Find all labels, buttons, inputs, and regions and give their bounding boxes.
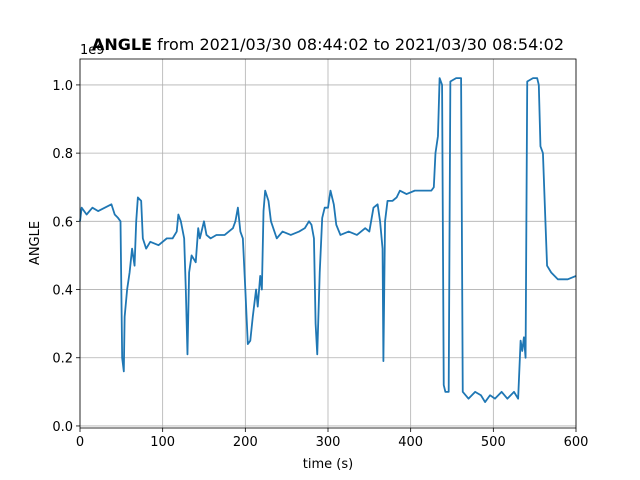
y-tick-label: 1.0 — [52, 79, 73, 94]
x-tick-label: 600 — [564, 435, 589, 450]
title-rest: from 2021/03/30 08:44:02 to 2021/03/30 0… — [152, 35, 564, 54]
x-tick-label: 400 — [398, 435, 423, 450]
y-tick-label: 0.4 — [52, 284, 73, 299]
data-line — [79, 77, 577, 403]
x-tick-label: 200 — [233, 435, 258, 450]
plot-frame — [79, 58, 577, 429]
y-tick-label: 0.0 — [52, 420, 73, 435]
x-tick-label: 100 — [150, 435, 175, 450]
x-axis-label: time (s) — [303, 457, 353, 472]
y-tick-label: 0.6 — [52, 215, 73, 230]
chart-title: ANGLE from 2021/03/30 08:44:02 to 2021/0… — [92, 35, 564, 54]
y-axis-label: ANGLE — [28, 221, 43, 265]
y-tick-label: 0.2 — [52, 352, 73, 367]
title-bold: ANGLE — [92, 35, 152, 54]
y-offset-label: 1e9 — [80, 43, 105, 58]
y-tick-label: 0.8 — [52, 147, 73, 162]
x-tick-label: 0 — [76, 435, 84, 450]
x-tick-label: 500 — [481, 435, 506, 450]
x-tick-label: 300 — [316, 435, 341, 450]
